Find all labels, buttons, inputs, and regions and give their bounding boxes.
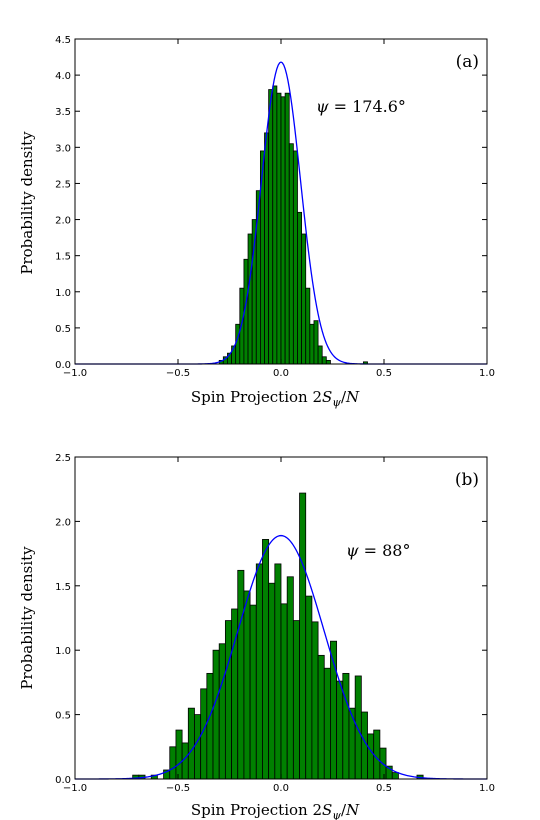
- histogram-bar: [321, 356, 327, 365]
- histogram-bar: [243, 590, 251, 780]
- y-tick-label: 3.0: [55, 143, 71, 154]
- y-tick-label: 1.5: [55, 582, 71, 593]
- y-tick-label: 2.5: [55, 179, 71, 190]
- y-tick-label: 0.5: [55, 324, 71, 335]
- plot-area-b: −1.0 −0.5 0.0 0.5 1.0 0.0 0.5 1.0 1.5 2.0 2.5 (b) ψ …: [55, 453, 495, 794]
- gaussian-fit-line: [75, 534, 487, 780]
- histogram-bar: [288, 143, 294, 365]
- x-tick-label: −0.5: [166, 368, 190, 379]
- y-tick-label: 2.0: [55, 517, 71, 528]
- x-axis-label-a: Spin Projection 2Sψ/N: [191, 388, 360, 409]
- chart-panel-b: Probability density Spin Projection 2Sψ/…: [18, 453, 495, 820]
- histogram-bar: [305, 287, 311, 365]
- x-tick-label: −1.0: [63, 783, 87, 794]
- histogram-bar: [239, 287, 245, 365]
- histogram-bar: [301, 233, 307, 365]
- y-tick-label: 4.5: [55, 35, 71, 46]
- y-tick-label: 4.0: [55, 71, 71, 82]
- y-tick-label: 0.0: [55, 360, 71, 371]
- histogram-bar: [373, 729, 381, 780]
- histogram-bar: [255, 563, 263, 780]
- histogram-bar: [325, 359, 331, 365]
- histogram-bar: [237, 569, 245, 780]
- panel-label: (b): [455, 470, 479, 490]
- chart-panel-a: Probability density Spin Projection 2Sψ/…: [18, 35, 495, 409]
- histogram-bar: [280, 603, 288, 780]
- x-tick-label: 0.0: [273, 783, 289, 794]
- histogram-bar: [348, 707, 356, 780]
- histogram-bar: [391, 772, 399, 780]
- histogram-bar: [206, 672, 214, 780]
- histogram-bar: [317, 345, 323, 365]
- x-tick-label: 0.0: [273, 368, 289, 379]
- histogram-bar: [367, 733, 375, 780]
- y-tick-label: 2.5: [55, 453, 71, 464]
- histogram-bar: [309, 323, 315, 365]
- histogram-bar: [354, 675, 362, 780]
- histogram-bar: [255, 190, 261, 365]
- histogram-bar: [305, 595, 313, 780]
- y-axis-label-a: Probability density: [18, 131, 36, 275]
- histogram-bar: [292, 620, 300, 780]
- histogram-bar: [272, 85, 278, 365]
- y-tick-label: 3.5: [55, 107, 71, 118]
- x-tick-label: 1.0: [479, 783, 495, 794]
- y-tick-label: 2.0: [55, 216, 71, 227]
- histogram-bar: [342, 672, 350, 780]
- histogram-bar: [317, 654, 325, 780]
- histogram-bar: [336, 680, 344, 780]
- histogram-bar: [280, 96, 286, 365]
- histogram-bar: [284, 92, 290, 365]
- histogram-bar: [264, 132, 270, 365]
- y-tick-label: 0.0: [55, 775, 71, 786]
- psi-annotation: ψ = 174.6°: [316, 97, 406, 116]
- histogram-bar: [311, 621, 319, 780]
- y-tick-label: 1.0: [55, 288, 71, 299]
- x-tick-label: −1.0: [63, 368, 87, 379]
- histogram-bar: [187, 707, 195, 780]
- histogram-bar: [235, 323, 241, 365]
- histogram-bar: [247, 233, 253, 365]
- histogram-bar: [323, 667, 331, 780]
- psi-annotation: ψ = 88°: [346, 541, 410, 560]
- histogram-bar: [194, 714, 202, 780]
- plot-area-a: −1.0 −0.5 0.0 0.5 1.0 0.0 0.5 1.0 1.5 2.0 2.5 3.0 3.…: [55, 35, 495, 379]
- y-tick-label: 1.0: [55, 646, 71, 657]
- x-tick-label: −0.5: [166, 783, 190, 794]
- histogram-bar: [286, 576, 294, 780]
- histogram-bar: [218, 643, 226, 780]
- histogram-bar: [299, 492, 307, 780]
- histogram-bar: [224, 620, 232, 780]
- histogram-bar: [212, 649, 220, 780]
- x-axis-label-b: Spin Projection 2Sψ/N: [191, 801, 360, 820]
- x-tick-label: 0.5: [376, 783, 392, 794]
- histogram-bar: [262, 539, 270, 780]
- y-axis-label-b: Probability density: [18, 546, 36, 690]
- y-tick-label: 0.5: [55, 711, 71, 722]
- histogram-bar: [268, 89, 274, 365]
- histogram-bar: [249, 604, 257, 780]
- histogram-bar: [268, 582, 276, 780]
- histogram-bar: [169, 746, 177, 780]
- x-tick-label: 1.0: [479, 368, 495, 379]
- histogram-bar: [313, 320, 319, 365]
- histogram-bar: [297, 211, 303, 365]
- y-tick-label: 1.5: [55, 252, 71, 263]
- histogram-bar: [274, 563, 282, 780]
- panel-label: (a): [456, 52, 479, 72]
- histogram-bar: [292, 150, 298, 365]
- x-tick-label: 0.5: [376, 368, 392, 379]
- histogram-bar: [276, 92, 282, 365]
- histogram-bar: [175, 729, 183, 780]
